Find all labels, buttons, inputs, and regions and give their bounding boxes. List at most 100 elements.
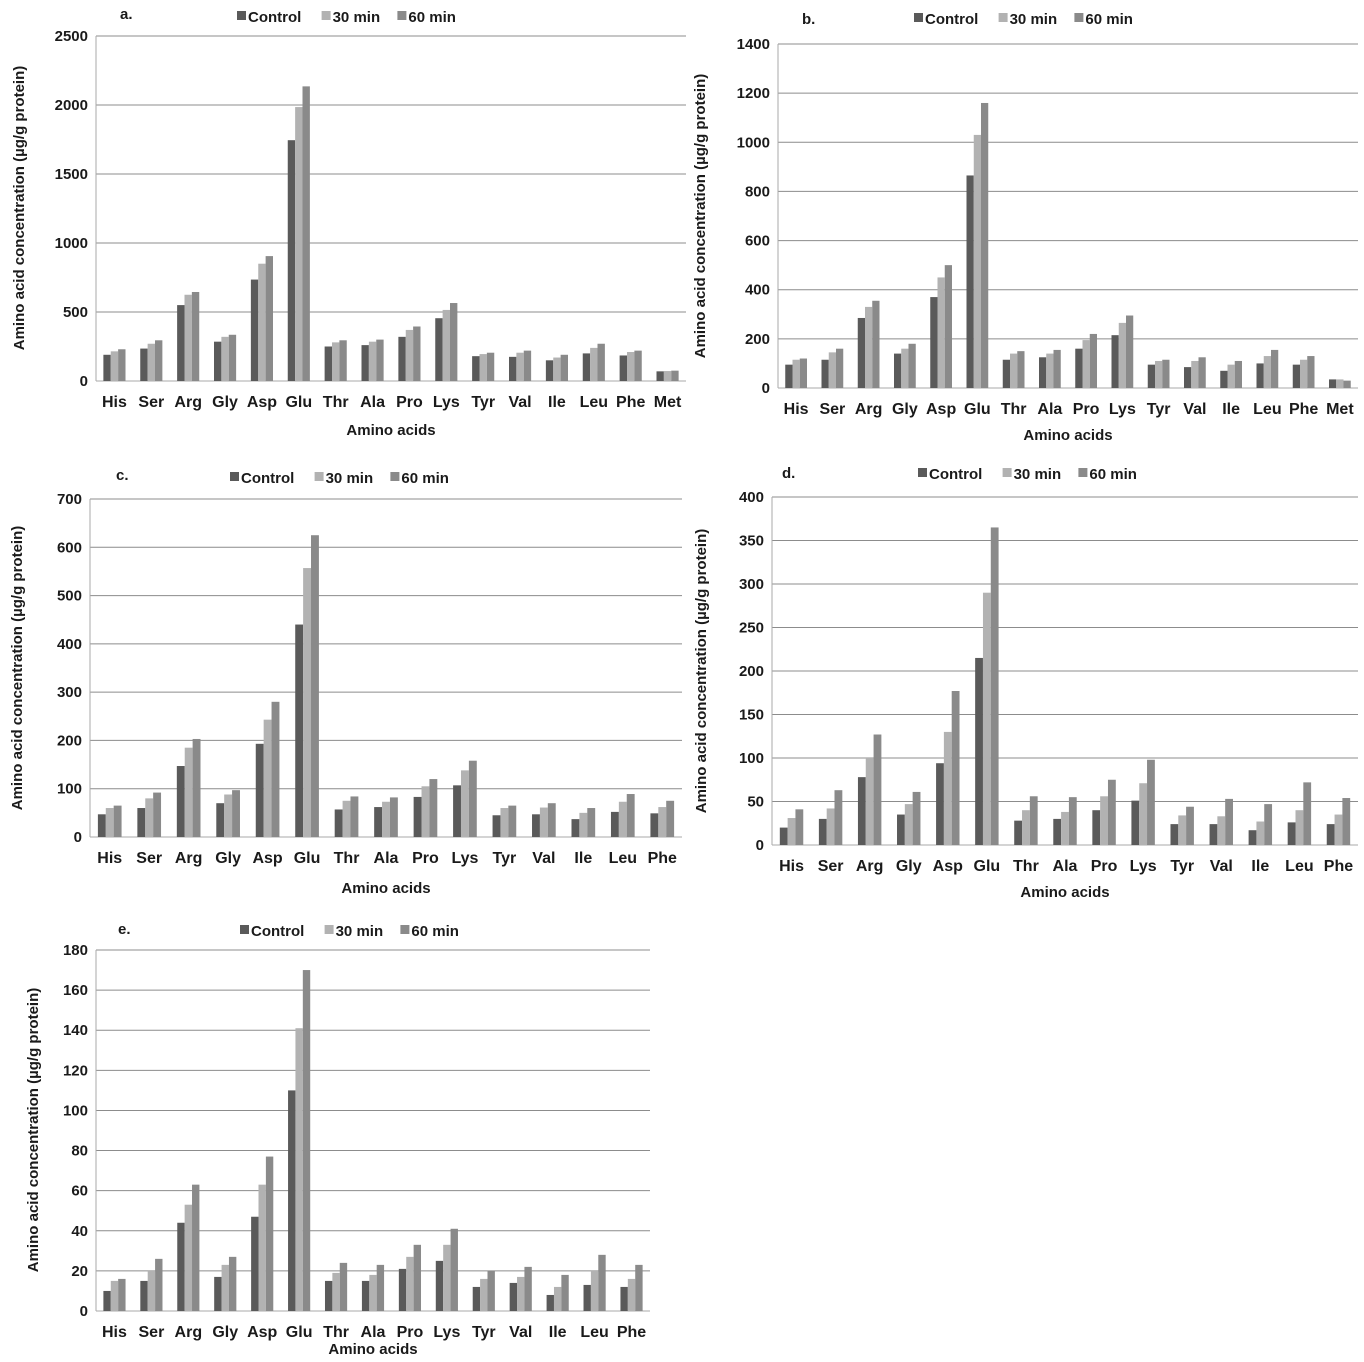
bar-control-lys [435,1260,444,1311]
bar-control-val [509,1282,518,1311]
chart-panel-b: 0 200 400 600 800 1000 1200 1400 His Ser Arg Gly Asp… [692,11,1358,444]
bar-60-min-ile [561,1274,569,1311]
bar-60-min-his [118,1278,126,1311]
legend-label: Control [241,470,294,487]
bar-60-min-his [795,809,804,845]
bar-control-val [1209,824,1218,845]
x-tick-label: Glu [285,394,312,411]
x-tick-label: Val [1210,858,1233,875]
legend-label: 60 min [408,9,456,26]
y-tick-label: 0 [80,1303,88,1320]
bar-control-thr [334,809,343,837]
y-tick-label: 0 [762,380,770,397]
x-tick-label: His [102,394,127,411]
panel-label: c. [116,467,129,484]
bar-control-pro [1075,348,1083,388]
bar-control-thr [324,346,332,381]
x-tick-label: Arg [855,401,883,418]
bar-30-min-ser [147,1270,156,1311]
panel-label: d. [782,465,795,482]
y-tick-label: 700 [57,491,82,508]
bar-60-min-thr [339,1262,348,1311]
bar-30-min-arg [184,1204,193,1311]
bar-control-phe [650,813,659,837]
bar-control-phe [1326,824,1335,845]
bar-60-min-his [799,358,807,388]
bar-30-min-lys [442,309,450,381]
x-tick-label: Ala [360,394,385,411]
bar-30-min-asp [937,277,945,388]
x-tick-label: Leu [1253,401,1281,418]
bar-60-min-arg [192,1184,200,1311]
bar-control-his [97,814,106,837]
x-tick-label: Gly [212,1324,238,1341]
bar-60-min-glu [302,86,310,382]
bar-control-thr [1014,820,1023,845]
bar-30-min-pro [1100,796,1108,845]
y-axis-label: Amino acid concentration (µg/g protein) [25,988,42,1272]
legend-swatch [390,472,400,481]
bar-control-lys [453,785,461,837]
bar-control-arg [857,317,865,388]
bar-30-min-ala [382,801,390,837]
y-tick-label: 40 [71,1223,88,1240]
bar-60-min-pro [429,779,438,837]
bar-30-min-val [516,352,524,381]
bar-control-ile [571,819,580,837]
bar-60-min-ala [389,797,398,837]
y-tick-label: 1500 [55,166,88,183]
x-tick-label: Phe [616,394,645,411]
bar-60-min-phe [635,1264,643,1311]
y-tick-label: 140 [63,1022,88,1039]
bar-60-min-thr [1017,351,1025,388]
bar-30-min-ala [1061,811,1069,845]
bar-30-min-ile [1227,364,1235,388]
x-tick-label: Arg [856,858,884,875]
bar-30-min-ala [369,1274,377,1311]
x-tick-label: His [102,1324,127,1341]
bar-30-min-pro [1082,340,1090,388]
bar-control-glu [295,624,304,837]
bar-control-ala [374,807,383,837]
x-tick-label: Leu [580,1324,608,1341]
bar-60-min-pro [413,326,421,381]
x-tick-label: Lys [1109,401,1136,418]
x-tick-label: Ile [548,394,566,411]
chart-panel-d: 0 50 100 150 200 250 300 350 400 His Ser Arg Gly Asp G… [693,465,1358,901]
x-tick-label: Ala [1053,858,1078,875]
legend-swatch [998,13,1008,22]
y-tick-label: 200 [745,331,770,348]
x-tick-label: Arg [175,1324,203,1341]
y-axis-label: Amino acid concentration (µg/g protein) [11,66,28,350]
legend-swatch [237,11,246,20]
legend-label: 60 min [411,923,459,940]
bar-control-gly [216,803,225,837]
bar-control-ala [1053,818,1062,845]
bar-30-min-his [787,818,796,845]
x-tick-label: Ser [139,1324,165,1341]
bar-30-min-tyr [1178,815,1187,845]
bar-control-his [103,354,111,381]
bar-control-gly [214,341,222,381]
bar-30-min-ala [368,341,377,381]
y-tick-label: 1400 [737,36,770,53]
bar-control-glu [287,140,296,381]
legend-swatch [397,11,407,20]
bar-30-min-tyr [479,354,487,381]
x-tick-label: His [97,850,122,867]
y-tick-label: 100 [57,781,82,798]
x-tick-label: Leu [1285,858,1313,875]
bar-control-ile [1220,370,1228,388]
x-tick-label: Lys [433,1324,460,1341]
y-tick-label: 600 [57,539,82,556]
legend-swatch [324,925,334,934]
bar-30-min-tyr [480,1278,488,1311]
y-tick-label: 150 [739,707,764,724]
x-tick-label: Ser [818,858,844,875]
bar-control-tyr [492,815,501,837]
bar-30-min-glu [295,107,303,381]
bar-30-min-his [110,351,119,381]
y-tick-label: 180 [63,942,88,959]
bar-control-leu [1287,822,1296,845]
bar-60-min-glu [981,102,989,388]
